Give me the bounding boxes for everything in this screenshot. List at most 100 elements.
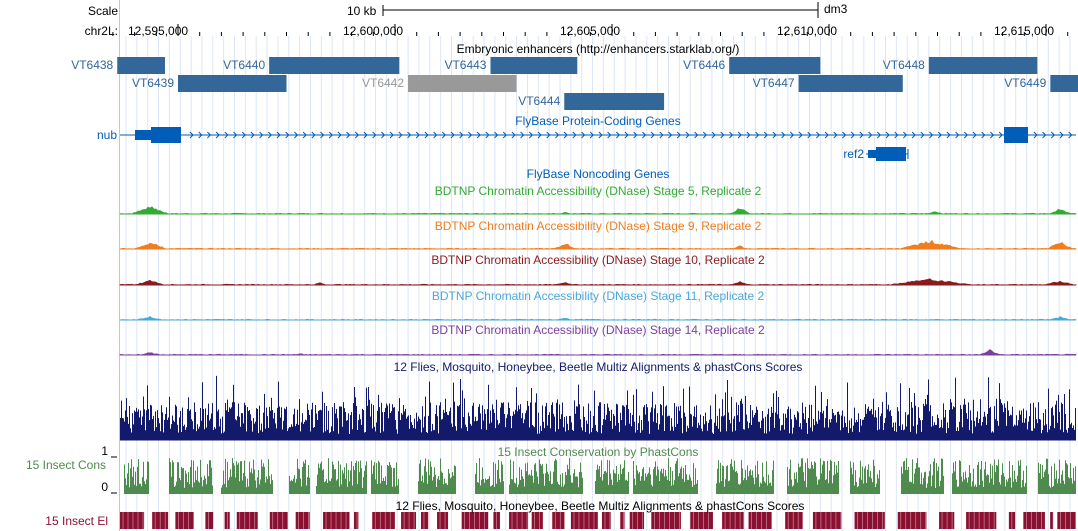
strand-arrow bbox=[920, 131, 925, 139]
conserved-element bbox=[601, 512, 611, 529]
strand-arrow bbox=[789, 131, 795, 139]
dnase-signal bbox=[119, 278, 1077, 286]
strand-arrow bbox=[433, 131, 438, 139]
conserved-element bbox=[651, 512, 681, 529]
strand-arrow bbox=[250, 131, 255, 139]
strand-arrow bbox=[198, 131, 203, 139]
strand-arrow bbox=[624, 131, 629, 139]
strand-arrow bbox=[502, 131, 507, 139]
ruler-tick-label: 12,615,000 bbox=[994, 24, 1055, 38]
strand-arrow bbox=[729, 131, 734, 139]
side-label-phastcons[interactable]: 15 Insect Cons bbox=[25, 458, 106, 472]
enhancer-box bbox=[1050, 75, 1078, 92]
conserved-element bbox=[690, 512, 713, 529]
enhancer-label[interactable]: VT6439 bbox=[131, 76, 174, 90]
enhancer-label[interactable]: VT6447 bbox=[752, 76, 795, 90]
strand-arrow bbox=[1059, 131, 1064, 139]
track-title-multiz[interactable]: 12 Flies, Mosquito, Honeybee, Beetle Mul… bbox=[393, 360, 803, 374]
enhancer-label[interactable]: VT6446 bbox=[683, 58, 726, 72]
enhancer-label[interactable]: VT6449 bbox=[1004, 76, 1047, 90]
strand-arrow bbox=[372, 131, 377, 139]
enhancer-box bbox=[178, 75, 287, 92]
track-title-dnase-stage14[interactable]: BDTNP Chromatin Accessibility (DNase) St… bbox=[431, 323, 765, 337]
chrom-label: chr2L: bbox=[84, 24, 118, 38]
strand-arrow bbox=[668, 131, 673, 139]
conserved-element bbox=[1023, 512, 1045, 529]
strand-arrow bbox=[589, 131, 594, 139]
conserved-element bbox=[401, 512, 417, 529]
track-title-enhancers[interactable]: Embryonic enhancers (http://enhancers.st… bbox=[456, 42, 740, 56]
strand-arrow bbox=[224, 131, 229, 139]
strand-arrow bbox=[476, 131, 481, 139]
enhancer-label[interactable]: VT6442 bbox=[361, 76, 405, 90]
track-title-flybase-noncoding[interactable]: FlyBase Noncoding Genes bbox=[526, 167, 670, 181]
enhancer-box bbox=[928, 57, 1038, 74]
enhancer-label[interactable]: VT6448 bbox=[882, 58, 925, 72]
conserved-element bbox=[420, 512, 429, 529]
strand-arrow bbox=[1068, 131, 1073, 139]
enhancer-label[interactable]: VT6443 bbox=[444, 58, 487, 72]
track-title-dnase-stage11[interactable]: BDTNP Chromatin Accessibility (DNase) St… bbox=[431, 289, 765, 303]
strand-arrow bbox=[816, 131, 821, 139]
strand-arrow bbox=[215, 131, 220, 139]
conserved-element bbox=[269, 512, 288, 529]
strand-arrow bbox=[833, 131, 838, 139]
enhancer-label[interactable]: VT6438 bbox=[71, 58, 114, 72]
strand-arrow bbox=[998, 131, 1003, 139]
conserved-element bbox=[236, 512, 258, 529]
conserved-element bbox=[812, 512, 842, 529]
gene-label-ref2[interactable]: ref2 bbox=[843, 147, 864, 161]
strand-arrow bbox=[911, 131, 916, 139]
enhancer-label[interactable]: VT6444 bbox=[518, 94, 561, 108]
strand-arrow bbox=[468, 131, 473, 139]
strand-arrow bbox=[520, 131, 525, 139]
conserved-element bbox=[224, 512, 230, 529]
gene-label-nub[interactable]: nub bbox=[96, 128, 117, 142]
strand-arrow bbox=[842, 131, 847, 139]
strand-arrow bbox=[868, 131, 873, 139]
scale-bar-label: 10 kb bbox=[347, 4, 377, 18]
conserved-element bbox=[570, 512, 598, 529]
enhancer-label[interactable]: VT6440 bbox=[223, 58, 266, 72]
strand-arrow bbox=[885, 131, 890, 139]
strand-arrow bbox=[546, 131, 551, 139]
track-title-flybase-coding[interactable]: FlyBase Protein-Coding Genes bbox=[515, 114, 681, 128]
strand-arrow bbox=[337, 131, 342, 139]
conserved-element bbox=[620, 512, 625, 529]
track-title-phastcons[interactable]: 15 Insect Conservation by PhastCons bbox=[497, 445, 699, 459]
track-title-dnase-stage9[interactable]: BDTNP Chromatin Accessibility (DNase) St… bbox=[434, 219, 762, 233]
strand-arrow bbox=[720, 131, 725, 139]
strand-arrow bbox=[537, 131, 542, 139]
strand-arrow bbox=[363, 131, 368, 139]
strand-arrow bbox=[528, 131, 534, 139]
side-label-elements[interactable]: 15 Insect El bbox=[45, 514, 108, 528]
strand-arrow bbox=[607, 131, 612, 139]
conserved-element bbox=[854, 512, 885, 529]
strand-arrow bbox=[572, 131, 577, 139]
strand-arrow bbox=[354, 131, 360, 139]
strand-arrow bbox=[876, 131, 882, 139]
conserved-element bbox=[120, 512, 145, 529]
strand-arrow bbox=[955, 131, 960, 139]
strand-arrow bbox=[711, 131, 716, 139]
track-title-dnase-stage10[interactable]: BDTNP Chromatin Accessibility (DNase) St… bbox=[431, 253, 765, 267]
strand-arrow bbox=[850, 131, 855, 139]
strand-arrow bbox=[233, 131, 238, 139]
conserved-element bbox=[722, 512, 744, 529]
enhancer-box bbox=[564, 93, 665, 110]
track-title-elements[interactable]: 12 Flies, Mosquito, Honeybee, Beetle Mul… bbox=[395, 499, 805, 513]
dnase-signal bbox=[119, 206, 1077, 215]
ruler-tick-label: 12,605,000 bbox=[560, 24, 621, 38]
strand-arrow bbox=[311, 131, 316, 139]
conserved-element bbox=[509, 512, 529, 529]
enhancer-box bbox=[798, 75, 903, 92]
gene-exon bbox=[876, 147, 906, 161]
strand-arrow bbox=[755, 131, 760, 139]
conserved-element bbox=[939, 512, 955, 529]
strand-arrow bbox=[615, 131, 621, 139]
strand-arrow bbox=[494, 131, 499, 139]
enhancer-box bbox=[729, 57, 821, 74]
track-title-dnase-stage5[interactable]: BDTNP Chromatin Accessibility (DNase) St… bbox=[434, 184, 762, 198]
